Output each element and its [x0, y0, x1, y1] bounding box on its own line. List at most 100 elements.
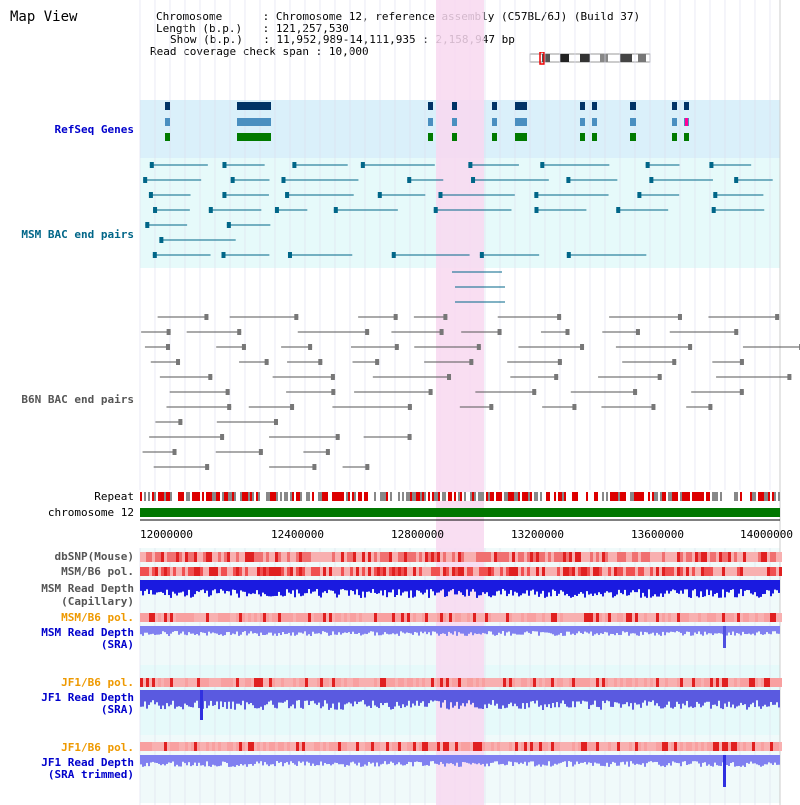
- repeat-segment: [282, 492, 284, 501]
- depth-bar: [546, 626, 548, 633]
- depth-bar: [646, 626, 648, 633]
- depth-bar: [536, 690, 538, 701]
- heat-cell: [518, 552, 521, 562]
- heat-cell: [482, 552, 485, 562]
- heat-cell: [389, 678, 392, 687]
- repeat-segment: [704, 492, 706, 501]
- repeat-segment: [264, 492, 266, 501]
- heat-cell: [392, 678, 395, 687]
- heat-cell: [158, 613, 161, 622]
- gene-feature: [672, 133, 677, 141]
- depth-bar: [406, 580, 408, 592]
- repeat-segment: [348, 492, 350, 501]
- heat-cell: [332, 567, 335, 576]
- track-label-jf1-b6-pol-2[interactable]: JF1/B6 pol.: [61, 741, 134, 754]
- bac-end-marker: [688, 344, 693, 350]
- depth-bar: [772, 755, 774, 765]
- repeat-segment: [418, 492, 420, 501]
- depth-bar: [618, 755, 620, 766]
- heat-cell: [248, 613, 251, 622]
- repeat-segment: [504, 492, 506, 501]
- heat-cell: [479, 678, 482, 687]
- track-label-b6n-bac[interactable]: B6N BAC end pairs: [21, 393, 134, 406]
- depth-bar: [750, 626, 752, 635]
- track-label-dbsnp[interactable]: dbSNP(Mouse): [54, 550, 134, 563]
- depth-bar: [258, 690, 260, 709]
- heat-cell: [341, 613, 344, 622]
- gene-feature: [428, 102, 433, 110]
- heat-cell: [260, 613, 263, 622]
- repeat-segment: [668, 492, 670, 501]
- heat-cell: [167, 552, 170, 562]
- depth-bar: [322, 690, 324, 707]
- heat-cell: [680, 567, 683, 576]
- depth-bar: [558, 690, 560, 708]
- depth-bar: [662, 626, 664, 632]
- depth-bar: [502, 580, 504, 590]
- depth-bar: [530, 626, 532, 634]
- track-label-msm-bac[interactable]: MSM BAC end pairs: [21, 228, 134, 241]
- heat-cell: [578, 742, 581, 751]
- depth-bar: [666, 755, 668, 766]
- depth-bar: [526, 626, 528, 632]
- track-label-repeat[interactable]: Repeat: [94, 490, 134, 503]
- repeat-segment: [426, 492, 428, 501]
- depth-bar: [192, 626, 194, 634]
- depth-bar: [560, 580, 562, 591]
- track-label-refseq[interactable]: RefSeq Genes: [54, 123, 134, 136]
- heat-cell: [248, 567, 251, 576]
- depth-bar: [590, 626, 592, 632]
- depth-bar: [570, 580, 572, 598]
- depth-bar: [140, 626, 142, 635]
- track-label-jf1-b6-pol[interactable]: JF1/B6 pol.: [61, 676, 134, 689]
- heat-cell: [518, 567, 521, 576]
- depth-bar: [748, 755, 750, 764]
- depth-bar: [674, 755, 676, 763]
- bac-end-marker: [677, 314, 682, 320]
- depth-bar: [536, 755, 538, 766]
- heat-cell: [185, 742, 188, 751]
- track-label-jf1-depth-trim[interactable]: JF1 Read Depth: [41, 756, 134, 769]
- heat-cell: [719, 678, 722, 687]
- heat-cell: [647, 567, 650, 576]
- depth-bar: [446, 626, 448, 636]
- heat-cell: [503, 613, 506, 622]
- depth-bar: [188, 755, 190, 763]
- depth-bar: [362, 626, 364, 635]
- depth-bar: [700, 626, 702, 635]
- heat-cell: [440, 742, 443, 751]
- heat-cell: [491, 613, 494, 622]
- heat-cell: [779, 742, 782, 751]
- depth-bar: [308, 626, 310, 635]
- repeat-segment: [662, 492, 664, 501]
- repeat-segment: [434, 492, 436, 501]
- repeat-segment: [682, 492, 684, 501]
- heat-cell: [218, 613, 221, 622]
- track-label-msm-b6-pol-2[interactable]: MSM/B6 pol.: [61, 611, 134, 624]
- depth-bar: [156, 690, 158, 703]
- track-label-msm-b6-pol[interactable]: MSM/B6 pol.: [61, 565, 134, 578]
- bac-end-marker: [787, 374, 792, 380]
- depth-bar: [522, 755, 524, 764]
- track-label-msm-depth-cap[interactable]: MSM Read Depth: [41, 582, 134, 595]
- track-label-msm-depth-sra[interactable]: MSM Read Depth: [41, 626, 134, 639]
- track-label-jf1-depth-sra[interactable]: JF1 Read Depth: [41, 691, 134, 704]
- heat-cell: [173, 678, 176, 687]
- depth-bar: [360, 755, 362, 767]
- depth-bar: [344, 580, 346, 591]
- heat-cell: [707, 678, 710, 687]
- heat-cell: [404, 552, 407, 562]
- depth-bar: [214, 580, 216, 590]
- heat-cell: [500, 613, 503, 622]
- depth-bar: [760, 690, 762, 709]
- depth-bar: [606, 626, 608, 633]
- depth-bar: [544, 626, 546, 633]
- depth-bar: [760, 626, 762, 635]
- depth-bar: [446, 580, 448, 597]
- heat-cell: [377, 552, 380, 562]
- depth-bar: [190, 626, 192, 634]
- locus-info: Chromosome : Chromosome 12, reference as…: [150, 10, 641, 58]
- heat-cell: [251, 567, 254, 576]
- depth-bar: [172, 755, 174, 762]
